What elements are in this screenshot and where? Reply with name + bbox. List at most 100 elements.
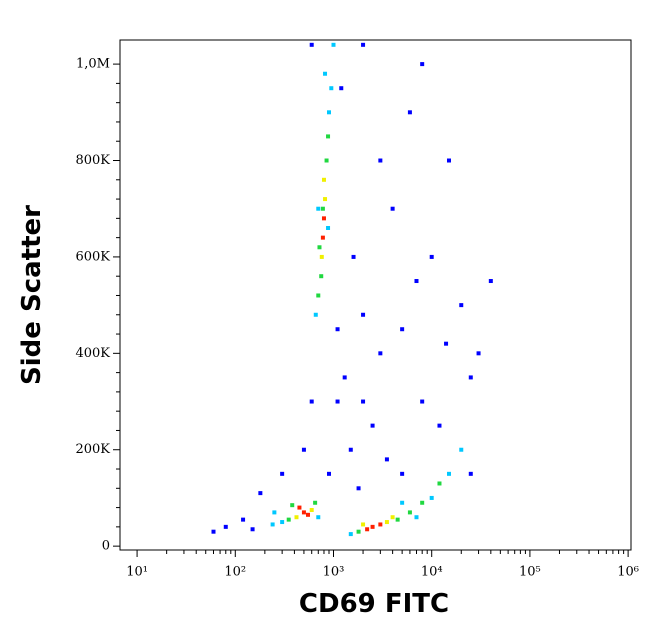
event-point [390, 206, 395, 211]
event-point [211, 529, 216, 534]
event-point [378, 351, 383, 356]
event-point [420, 62, 425, 67]
x-tick-label: 10¹ [126, 565, 148, 580]
event-point [326, 134, 331, 139]
event-point [395, 517, 400, 522]
event-point [370, 524, 375, 529]
event-point [351, 254, 356, 259]
event-point [280, 471, 285, 476]
event-point [316, 206, 321, 211]
event-point [320, 235, 325, 240]
event-point [321, 177, 326, 182]
event-point [319, 274, 324, 279]
y-tick-label: 400K [75, 346, 110, 361]
event-point [297, 505, 302, 510]
event-point [400, 500, 405, 505]
event-point [323, 197, 328, 202]
x-tick-label: 10⁴ [421, 565, 443, 580]
event-point [361, 522, 366, 527]
y-tick-label: 200K [75, 442, 110, 457]
event-point [348, 447, 353, 452]
x-axis-title: CD69 FITC [299, 589, 449, 619]
x-tick-label: 10² [224, 565, 246, 580]
event-point [407, 110, 412, 115]
event-point [329, 86, 334, 91]
event-point [356, 529, 361, 534]
event-point [272, 510, 277, 515]
x-tick-label: 10³ [323, 565, 345, 580]
event-point [241, 517, 246, 522]
event-point [331, 42, 336, 47]
event-point [476, 351, 481, 356]
event-point [223, 524, 228, 529]
x-tick-label: 10⁶ [617, 565, 639, 580]
event-point [361, 399, 366, 404]
event-point [384, 457, 389, 462]
event-point [305, 512, 310, 517]
event-point [468, 375, 473, 380]
y-axis-title: Side Scatter [17, 205, 47, 385]
y-tick-label: 0 [102, 539, 110, 554]
event-point [446, 471, 451, 476]
event-point [370, 423, 375, 428]
x-tick-label: 10⁵ [519, 565, 541, 580]
event-point [335, 399, 340, 404]
event-point [429, 254, 434, 259]
event-point [280, 520, 285, 525]
event-point [361, 42, 366, 47]
event-point [356, 486, 361, 491]
event-point [488, 279, 493, 284]
event-point [407, 510, 412, 515]
event-point [437, 481, 442, 486]
event-point [420, 399, 425, 404]
event-point [446, 158, 451, 163]
y-tick-label: 1,0M [76, 57, 110, 72]
event-point [270, 522, 275, 527]
event-point [316, 293, 321, 298]
event-point [378, 158, 383, 163]
event-point [294, 515, 299, 520]
event-point [301, 510, 306, 515]
event-point [361, 312, 366, 317]
event-point [365, 527, 370, 532]
event-point [309, 399, 314, 404]
event-point [390, 515, 395, 520]
event-point [313, 312, 318, 317]
event-point [309, 42, 314, 47]
event-point [400, 471, 405, 476]
event-point [323, 71, 328, 76]
event-point [459, 447, 464, 452]
event-point [320, 206, 325, 211]
event-point [339, 86, 344, 91]
event-point [316, 515, 321, 520]
event-point [250, 527, 255, 532]
event-point [468, 471, 473, 476]
event-point [327, 471, 332, 476]
event-point [444, 341, 449, 346]
event-point [319, 254, 324, 259]
event-point [286, 517, 291, 522]
event-point [290, 503, 295, 508]
y-tick-label: 600K [75, 249, 110, 264]
y-tick-label: 800K [75, 153, 110, 168]
plot-frame [119, 39, 632, 551]
event-point [313, 500, 318, 505]
event-point [414, 279, 419, 284]
event-point [400, 327, 405, 332]
event-point [384, 520, 389, 525]
event-point [317, 245, 322, 250]
event-point [429, 495, 434, 500]
event-point [378, 522, 383, 527]
event-point [309, 507, 314, 512]
event-point [414, 515, 419, 520]
event-point [327, 110, 332, 115]
event-point [258, 491, 263, 496]
event-point [459, 303, 464, 308]
event-point [420, 500, 425, 505]
event-point [335, 327, 340, 332]
event-point [321, 216, 326, 221]
event-point [437, 423, 442, 428]
event-point [342, 375, 347, 380]
event-point [326, 225, 331, 230]
